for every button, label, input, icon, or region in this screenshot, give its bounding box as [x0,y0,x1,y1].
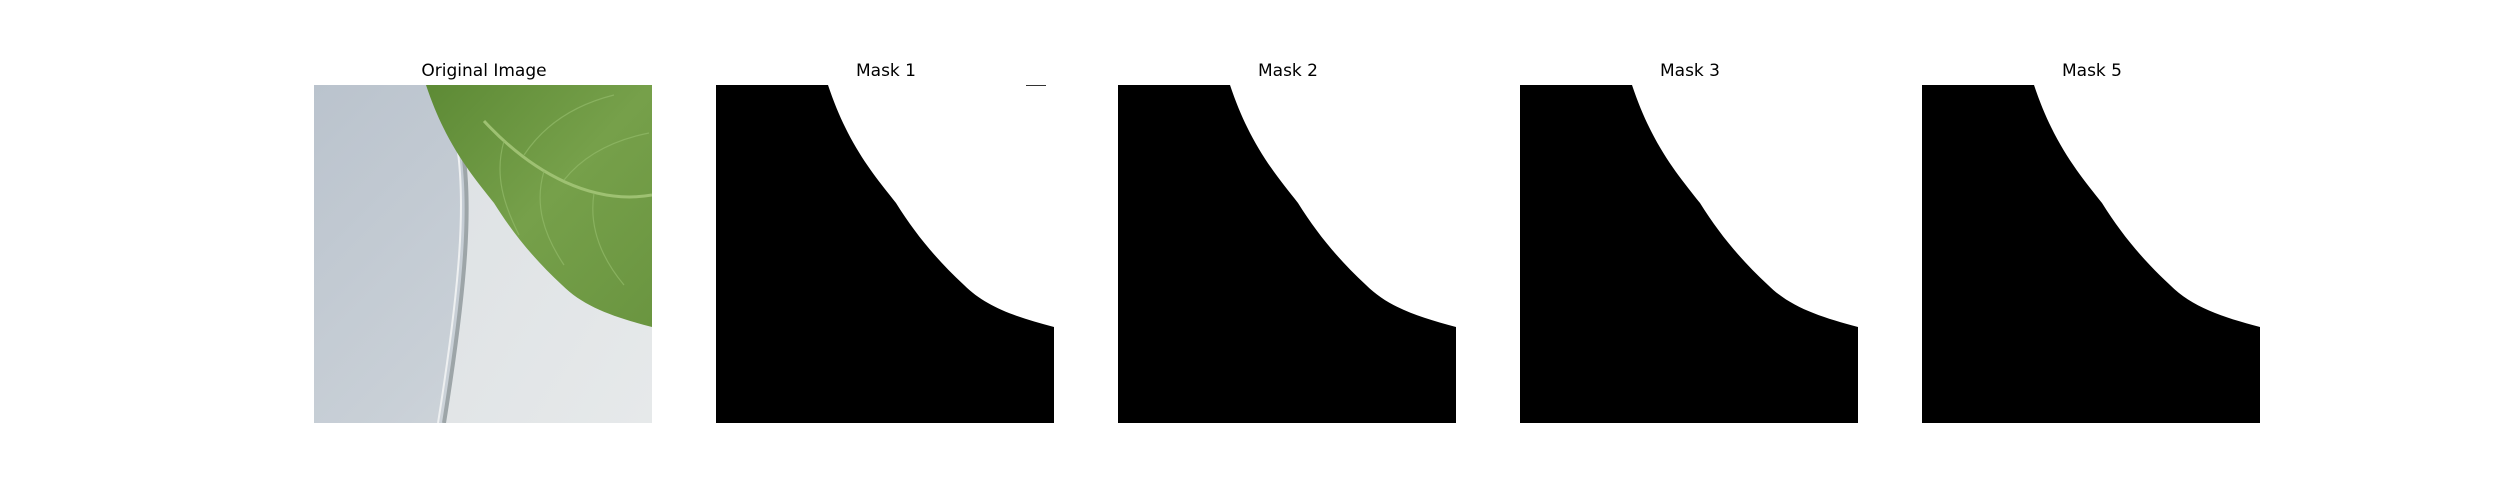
panel-title: Mask 3 [1659,61,1720,81]
leaf-midrib [482,119,652,199]
panel-mask-5: Mask 5 [1922,56,2262,426]
mask-foreground-region [2034,85,2260,327]
leaf-veins [499,94,650,286]
panel-title: Mask 5 [2061,61,2122,81]
panel-mask-2: Mask 2 [1118,56,1458,426]
mask-foreground-region [1230,85,1456,327]
mask-image [1922,85,2260,423]
panel-title: Mask 2 [1257,61,1318,81]
mask-image [716,85,1054,423]
panel-title: Mask 1 [855,61,916,81]
panel-title: Original Image [421,61,547,81]
panel-original-image: Original Image [314,56,654,426]
glass-edge-highlight [437,144,463,423]
mask-image [1118,85,1456,423]
glass-edge [442,144,469,423]
stray-tick-mark [1026,85,1046,86]
mask-foreground-region [1632,85,1858,327]
panel-mask-3: Mask 3 [1520,56,1860,426]
mask-foreground-region [828,85,1054,327]
leaf [426,85,652,327]
panel-mask-1: Mask 1 [716,56,1056,426]
original-photo [314,85,652,423]
mask-image [1520,85,1858,423]
